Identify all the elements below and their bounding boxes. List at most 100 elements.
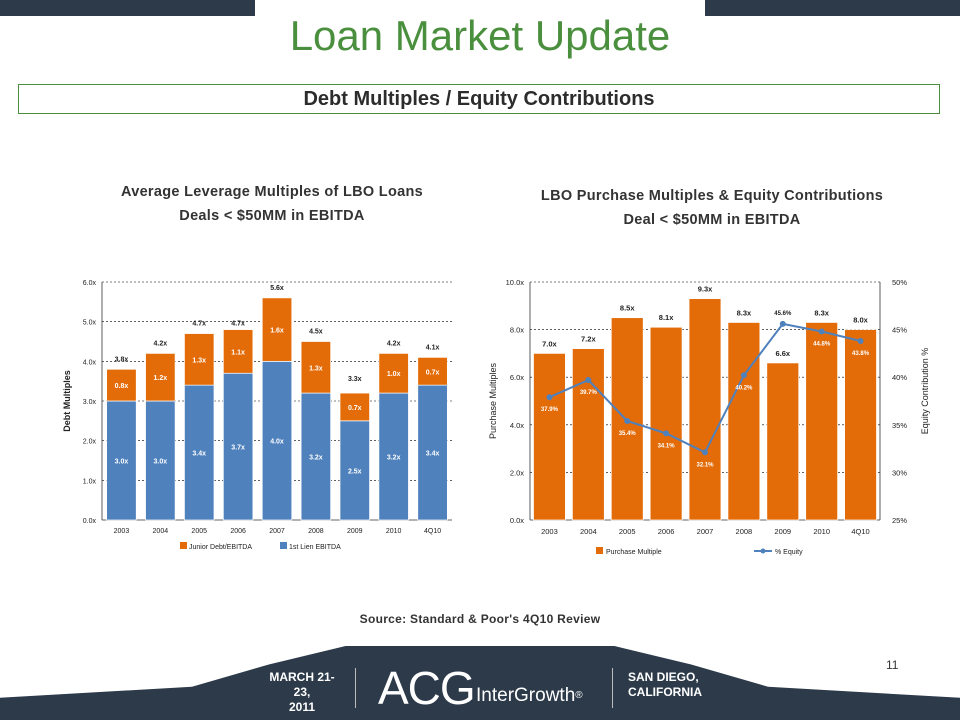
intergrowth-logo-text: InterGrowth: [476, 685, 576, 706]
title-tab: [255, 0, 705, 62]
chart2-x-tick: 2004: [580, 527, 597, 536]
chart2-y2-tick: 35%: [892, 421, 907, 430]
chart2-equity-label: 40.2%: [735, 385, 753, 391]
chart1-total-label: 3.8x: [115, 356, 129, 363]
section-subtitle: Debt Multiples / Equity Contributions: [18, 84, 940, 114]
chart1-title-line2: Deals < $50MM in EBITDA: [179, 208, 365, 224]
chart2-x-tick: 2010: [813, 527, 830, 536]
chart1-x-tick: 2003: [114, 528, 130, 535]
chart1-junior-debt-label: 0.7x: [348, 405, 362, 412]
chart1-x-tick: 2007: [269, 528, 285, 535]
chart1-legend-swatch: [180, 542, 187, 549]
event-dates-line1: MARCH 21-23,: [269, 670, 335, 699]
chart1-junior-debt-label: 1.1x: [231, 349, 245, 356]
chart1-first-lien-label: 2.5x: [348, 468, 362, 475]
chart1-first-lien-label: 3.0x: [154, 459, 168, 466]
chart1-legend-swatch: [280, 542, 287, 549]
chart2-equity-label: 37.9%: [541, 407, 559, 413]
chart1-x-tick: 2009: [347, 528, 363, 535]
chart1-bar-first-lien: [222, 372, 254, 521]
event-dates: MARCH 21-23, 2011: [262, 670, 342, 715]
chart1-bar-first-lien: [378, 392, 409, 521]
chart2-y-tick: 2.0x: [510, 468, 524, 477]
chart1-bar-junior-debt: [378, 353, 409, 394]
chart1-x-tick: 2004: [153, 528, 169, 535]
chart1-bar-first-lien: [106, 400, 137, 521]
chart1-first-lien-label: 3.7x: [231, 445, 245, 452]
chart2-bar-purchase-multiple: [688, 298, 722, 521]
chart2-y2-tick: 50%: [892, 278, 907, 287]
chart1-junior-debt-label: 0.8x: [115, 383, 129, 390]
chart1-x-tick: 2006: [230, 528, 246, 535]
chart1-legend-label: Junior Debt/EBITDA: [189, 544, 252, 551]
chart1-x-tick: 2005: [191, 528, 207, 535]
acg-logo: ACG: [378, 662, 476, 714]
chart2-bar-label: 7.2x: [581, 335, 596, 344]
registered-mark: ®: [575, 690, 583, 701]
chart1-first-lien-label: 4.0x: [270, 439, 284, 446]
chart1-y-tick: 3.0x: [83, 399, 97, 406]
chart2-equity-label: 39.7%: [580, 390, 598, 396]
chart2-bar-label: 8.3x: [737, 308, 752, 317]
chart2-y-tick: 8.0x: [510, 326, 524, 335]
chart2-bar-purchase-multiple: [649, 326, 683, 521]
chart1-bar-junior-debt: [261, 297, 293, 362]
chart2-title-line2: Deal < $50MM in EBITDA: [623, 212, 801, 228]
chart1-junior-debt-label: 1.3x: [192, 357, 206, 364]
chart2-legend-bar-label: Purchase Multiple: [606, 549, 662, 556]
chart2-x-tick: 2007: [697, 527, 714, 536]
chart2-x-tick: 2003: [541, 527, 558, 536]
chart1-first-lien-label: 3.2x: [387, 455, 401, 462]
chart1-title-line1: Average Leverage Multiples of LBO Loans: [120, 184, 424, 200]
chart1-junior-debt-label: 1.6x: [270, 328, 284, 335]
chart2-equity-label: 32.1%: [696, 462, 714, 468]
chart2-bar-label: 8.0x: [853, 316, 868, 325]
chart2-y2-label: Equity Contribution %: [920, 348, 930, 435]
chart2-equity-label: 35.4%: [619, 431, 637, 437]
chart2-bar-purchase-multiple: [766, 362, 800, 521]
chart1-x-tick: 2008: [308, 528, 324, 535]
chart1-bar-first-lien: [261, 360, 293, 521]
chart2-y-tick: 0.0x: [510, 516, 524, 525]
chart2-equity-point: [818, 328, 825, 335]
chart1-bar-first-lien: [339, 420, 370, 521]
chart2-bar-label: 8.1x: [659, 313, 674, 322]
chart2-equity-point: [702, 449, 708, 456]
chart1-bar-first-lien: [417, 384, 448, 521]
event-location-line1: SAN DIEGO,: [628, 670, 699, 684]
chart1-x-tick: 2010: [386, 528, 402, 535]
chart2-equity-point: [779, 320, 786, 327]
chart2-y-tick: 6.0x: [510, 373, 524, 382]
chart1-first-lien-label: 3.2x: [309, 455, 323, 462]
chart2-equity-point: [624, 417, 631, 424]
chart1-bar-junior-debt: [300, 341, 332, 394]
chart1-bar-junior-debt: [417, 357, 448, 386]
chart1-total-label: 4.1x: [426, 344, 440, 351]
intergrowth-logo: InterGrowth®: [476, 684, 583, 708]
chart2-bar-label: 7.0x: [542, 339, 557, 348]
chart2-equity-point: [585, 377, 592, 384]
chart1-first-lien-label: 3.0x: [115, 459, 129, 466]
chart2-y2-tick: 30%: [892, 468, 907, 477]
chart2-y-tick: 4.0x: [510, 421, 524, 430]
chart1-bar-junior-debt: [145, 353, 176, 402]
chart1-bar-first-lien: [145, 400, 176, 521]
chart1-first-lien-label: 3.4x: [426, 451, 440, 458]
chart1-legend-label: 1st Lien EBITDA: [289, 544, 341, 551]
chart2-y-tick: 10.0x: [506, 278, 525, 287]
chart1-bar-junior-debt: [184, 333, 215, 386]
chart1-junior-debt-label: 0.7x: [426, 369, 440, 376]
event-location: SAN DIEGO, CALIFORNIA: [628, 670, 728, 700]
chart1-total-label: 5.6x: [270, 285, 284, 292]
chart2-x-tick: 2008: [736, 527, 753, 536]
chart1-total-label: 4.7x: [192, 321, 206, 328]
chart1-bar-junior-debt: [339, 392, 370, 422]
chart2-legend-line-label: % Equity: [775, 549, 803, 556]
page-number: 11: [886, 658, 899, 672]
chart1-total-label: 4.2x: [154, 340, 168, 347]
chart2-y-label: Purchase Multiples: [488, 362, 498, 439]
chart2-bar-purchase-multiple: [844, 329, 877, 521]
chart1-junior-debt-label: 1.2x: [154, 375, 168, 382]
chart2-x-tick: 2005: [619, 527, 636, 536]
